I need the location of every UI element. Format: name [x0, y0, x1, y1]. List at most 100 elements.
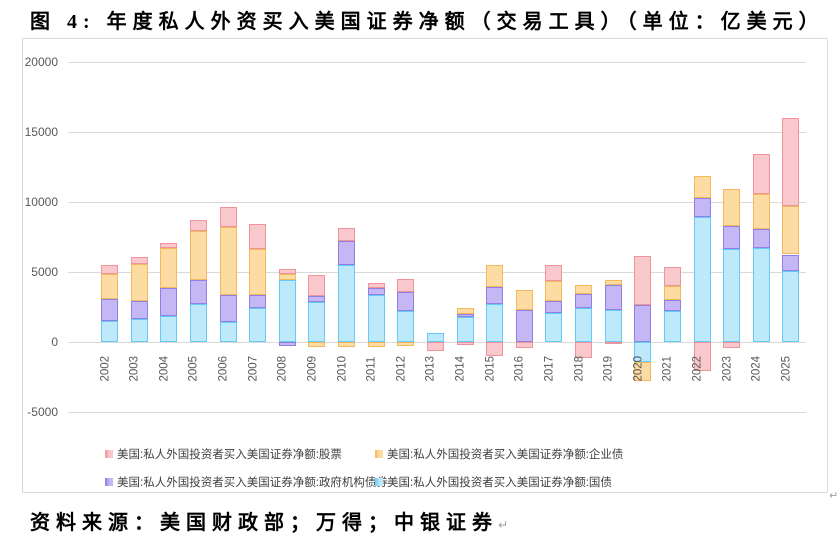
bar-segment-series2-2009	[308, 342, 326, 347]
paragraph-mark-chart-corner: ↵	[829, 489, 839, 502]
bar-segment-series1-2023	[723, 225, 741, 249]
x-axis-label-2010: 2010	[336, 355, 349, 382]
bar-segment-series2-2021	[663, 286, 681, 300]
bar-segment-series1-2010	[338, 241, 356, 265]
x-axis-label-2022: 2022	[691, 355, 704, 382]
bar-segment-series3-2025	[782, 118, 800, 207]
bar-segment-series3-2002	[101, 265, 118, 275]
legend-item-series3: 美国:私人外国投资者买入美国证券净额:股票	[105, 446, 342, 462]
x-axis-label-2012: 2012	[395, 355, 408, 382]
legend-label: 美国:私人外国投资者买入美国证券净额:企业债	[387, 449, 624, 461]
bar-segment-series2-2014	[456, 307, 474, 314]
bar-segment-series3-2019	[604, 342, 622, 345]
legend-item-series1: 美国:私人外国投资者买入美国证券净额:政府机构债券	[105, 474, 388, 490]
x-axis-label-2003: 2003	[128, 355, 141, 382]
x-axis-label-2021: 2021	[661, 355, 674, 382]
bar-segment-series2-2004	[160, 248, 178, 289]
y-axis-tick-label: 20000	[24, 55, 58, 69]
bar-segment-series1-2019	[604, 284, 622, 310]
bar-segment-series1-2007	[249, 295, 267, 309]
bar-segment-series3-2018	[575, 342, 593, 359]
bar-segment-series0-2009	[308, 302, 326, 342]
gridline	[68, 202, 806, 203]
bar-segment-series1-2025	[782, 254, 800, 272]
y-axis-tick-label: 15000	[24, 125, 58, 139]
bar-segment-series0-2014	[456, 316, 474, 342]
x-axis-label-2007: 2007	[247, 355, 260, 382]
y-axis-tick-label: 5000	[31, 265, 58, 279]
bar-segment-series2-2023	[723, 188, 741, 226]
bar-segment-series3-2012	[397, 279, 415, 293]
bar-segment-series0-2006	[219, 321, 237, 342]
bar-segment-series1-2011	[367, 288, 385, 296]
bar-segment-series3-2022	[693, 342, 711, 371]
bar-segment-series2-2008	[278, 274, 296, 281]
x-axis-label-2020: 2020	[632, 355, 645, 382]
bar-segment-series0-2024	[752, 248, 770, 342]
bar-segment-series3-2020	[634, 255, 652, 305]
figure-title: 图 4: 年度私人外资买入美国证券净额（交易工具）（单位：亿美元）	[30, 11, 825, 33]
bar-segment-series3-2023	[723, 342, 741, 349]
bar-segment-series1-2014	[456, 314, 474, 317]
bar-segment-series2-2019	[604, 279, 622, 285]
legend-label: 美国:私人外国投资者买入美国证券净额:股票	[117, 449, 342, 461]
bar-segment-series3-2005	[189, 220, 207, 232]
bar-segment-series1-2003	[130, 300, 148, 319]
bar-segment-series0-2011	[367, 295, 385, 342]
x-axis-label-2006: 2006	[217, 355, 230, 382]
x-axis-label-2024: 2024	[750, 355, 763, 382]
chart-container: 20000 15000 10000 5000 0 -5000 2002 2003 2004 200…	[22, 38, 828, 493]
bar-segment-series3-2003	[130, 256, 148, 264]
bar-segment-series1-2008	[278, 342, 296, 347]
legend-marker-icon	[375, 450, 383, 458]
bar-segment-series0-2007	[249, 308, 267, 342]
bar-segment-series3-2015	[486, 342, 504, 356]
bar-segment-series3-2017	[545, 265, 563, 282]
legend-item-series0: 美国:私人外国投资者买入美国证券净额:国债	[375, 474, 612, 490]
bar-segment-series3-2016	[515, 342, 533, 349]
gridline	[68, 272, 806, 273]
bar-segment-series2-2016	[515, 289, 533, 310]
bar-segment-series3-2006	[219, 206, 237, 228]
bar-segment-series1-2006	[219, 295, 237, 322]
bar-segment-series3-2008	[278, 269, 296, 275]
bar-segment-series0-2019	[604, 309, 622, 342]
bar-segment-series1-2021	[663, 300, 681, 312]
bar-segment-series2-2017	[545, 281, 563, 302]
x-axis-label-2017: 2017	[543, 355, 556, 382]
legend-label: 美国:私人外国投资者买入美国证券净额:国债	[387, 477, 612, 489]
bar-segment-series1-2012	[397, 292, 415, 312]
bar-segment-series0-2002	[101, 321, 118, 342]
bar-segment-series0-2004	[160, 316, 178, 342]
bar-segment-series3-2004	[160, 242, 178, 249]
legend-marker-icon	[375, 478, 383, 486]
x-axis-label-2011: 2011	[365, 356, 378, 382]
x-axis-label-2002: 2002	[99, 355, 111, 382]
bar-segment-series1-2009	[308, 295, 326, 303]
gridline	[68, 412, 806, 413]
bar-segment-series1-2005	[189, 280, 207, 305]
bar-segment-series0-2013	[426, 332, 444, 342]
x-axis-label-2009: 2009	[306, 355, 319, 382]
bar-segment-series3-2014	[456, 342, 474, 345]
bar-segment-series2-2011	[367, 342, 385, 347]
bar-segment-series0-2008	[278, 280, 296, 342]
legend-marker-icon	[105, 450, 113, 458]
bar-segment-series2-2022	[693, 176, 711, 198]
bar-segment-series2-2002	[101, 274, 118, 300]
bar-segment-series3-2009	[308, 274, 326, 296]
gridline	[68, 132, 806, 133]
x-axis-label-2008: 2008	[276, 355, 289, 382]
bar-segment-series1-2022	[693, 197, 711, 217]
bar-segment-series0-2023	[723, 248, 741, 342]
bar-segment-series1-2015	[486, 287, 504, 305]
bar-segment-series2-2006	[219, 227, 237, 296]
bar-segment-series3-2007	[249, 223, 267, 249]
bar-segment-series0-2021	[663, 311, 681, 342]
y-axis-tick-label: 0	[51, 335, 58, 349]
bar-segment-series1-2004	[160, 288, 178, 317]
bar-segment-series0-2015	[486, 304, 504, 342]
x-axis-label-2015: 2015	[484, 355, 497, 382]
bar-segment-series1-2020	[634, 304, 652, 342]
bar-segment-series0-2012	[397, 311, 415, 342]
